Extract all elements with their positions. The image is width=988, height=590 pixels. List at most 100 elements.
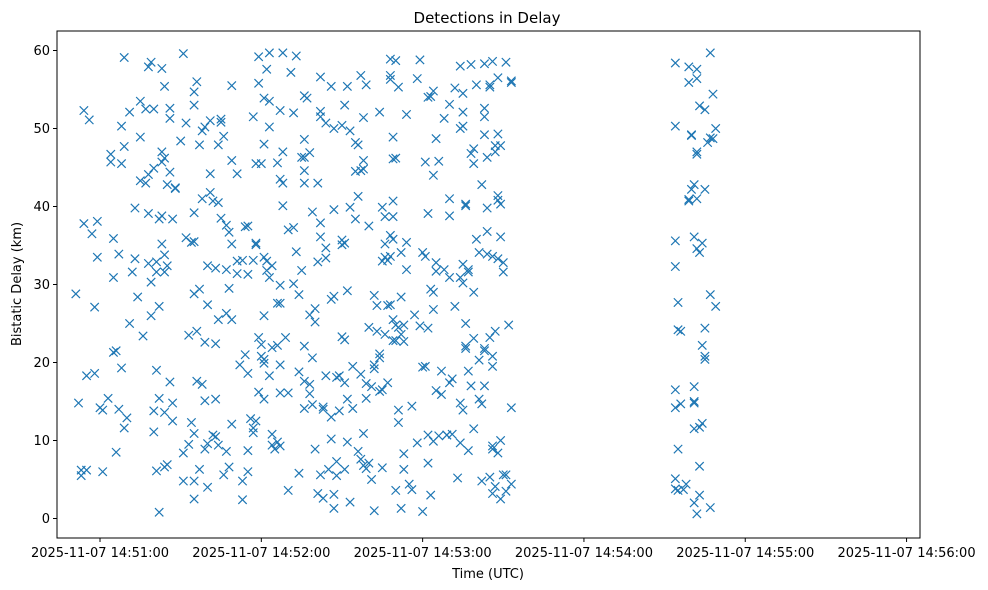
data-point [383, 300, 393, 311]
data-point [418, 506, 428, 517]
data-point [444, 378, 455, 388]
chart-title: Detections in Delay [414, 9, 561, 27]
data-point [364, 458, 374, 468]
x-tick-label: 2025-11-07 14:51:00 [31, 546, 169, 561]
data-point [208, 196, 218, 206]
data-point [353, 140, 363, 150]
data-point [684, 77, 694, 88]
data-point [157, 63, 167, 74]
data-point [106, 149, 116, 159]
data-point [689, 232, 699, 242]
data-point [189, 236, 199, 247]
data-point [711, 123, 721, 134]
data-point [479, 59, 490, 69]
data-point [133, 292, 143, 302]
data-point [434, 156, 444, 166]
data-point [283, 388, 293, 398]
data-point [444, 272, 455, 283]
data-point [711, 301, 721, 311]
x-tick-label: 2025-11-07 14:54:00 [515, 546, 653, 561]
y-tick-label: 20 [33, 356, 50, 371]
data-point [310, 444, 320, 454]
data-point [254, 387, 264, 397]
data-point [692, 73, 702, 84]
data-point [294, 468, 304, 478]
data-point [135, 96, 145, 106]
data-point [428, 287, 439, 297]
data-point [469, 287, 479, 297]
data-point [73, 398, 84, 408]
data-point [237, 255, 248, 265]
data-point [694, 101, 705, 111]
data-point [216, 114, 226, 124]
data-point [267, 440, 277, 450]
data-point [291, 51, 301, 61]
data-point [329, 291, 339, 301]
data-point [200, 337, 210, 347]
x-tick-label: 2025-11-07 14:55:00 [676, 546, 814, 561]
data-point [283, 225, 293, 235]
data-point [288, 279, 299, 289]
data-point [447, 374, 457, 384]
data-point [157, 239, 167, 249]
data-point [493, 129, 503, 139]
data-point [684, 62, 694, 72]
data-point [420, 361, 430, 372]
data-point [227, 80, 237, 91]
data-point [469, 158, 479, 169]
data-point [477, 399, 487, 409]
data-point [272, 437, 283, 447]
data-point [202, 438, 213, 449]
data-point [264, 371, 275, 381]
data-point [264, 122, 275, 132]
data-point [356, 70, 366, 81]
data-point [305, 379, 315, 389]
data-point [361, 463, 371, 474]
data-point [412, 73, 422, 84]
data-point [345, 126, 355, 136]
data-point [493, 73, 503, 83]
data-point [321, 243, 331, 253]
data-point [396, 292, 406, 302]
data-point [232, 169, 242, 179]
data-point [692, 194, 702, 204]
data-point [458, 278, 468, 288]
data-point [463, 267, 473, 277]
data-point [342, 437, 352, 447]
data-point [334, 406, 344, 416]
data-point [98, 467, 108, 477]
data-point [114, 404, 124, 414]
data-point [143, 62, 154, 72]
data-point [224, 283, 234, 294]
x-axis-label: Time (UTC) [451, 567, 524, 582]
data-point [495, 232, 506, 242]
data-point [377, 385, 387, 395]
data-point [479, 343, 490, 354]
data-point [81, 371, 92, 381]
data-point [393, 322, 404, 333]
data-point [151, 365, 162, 375]
data-point [189, 494, 199, 504]
data-point [159, 81, 170, 92]
data-point [458, 107, 468, 117]
data-point [383, 378, 393, 388]
data-point [221, 220, 231, 230]
data-point [388, 234, 398, 244]
data-point [237, 476, 248, 486]
data-point [189, 100, 199, 110]
data-point [178, 448, 188, 458]
data-point [466, 381, 476, 391]
data-point [361, 393, 371, 404]
data-point [463, 366, 473, 376]
data-point [267, 429, 277, 439]
data-point [692, 149, 702, 159]
y-tick-label: 0 [42, 512, 50, 527]
data-point [399, 336, 409, 347]
data-point [396, 247, 406, 258]
data-point [485, 82, 495, 92]
data-point [372, 300, 382, 311]
data-point [219, 470, 229, 480]
data-point [399, 464, 409, 474]
data-point [474, 394, 484, 404]
y-tick-label: 10 [33, 434, 50, 449]
